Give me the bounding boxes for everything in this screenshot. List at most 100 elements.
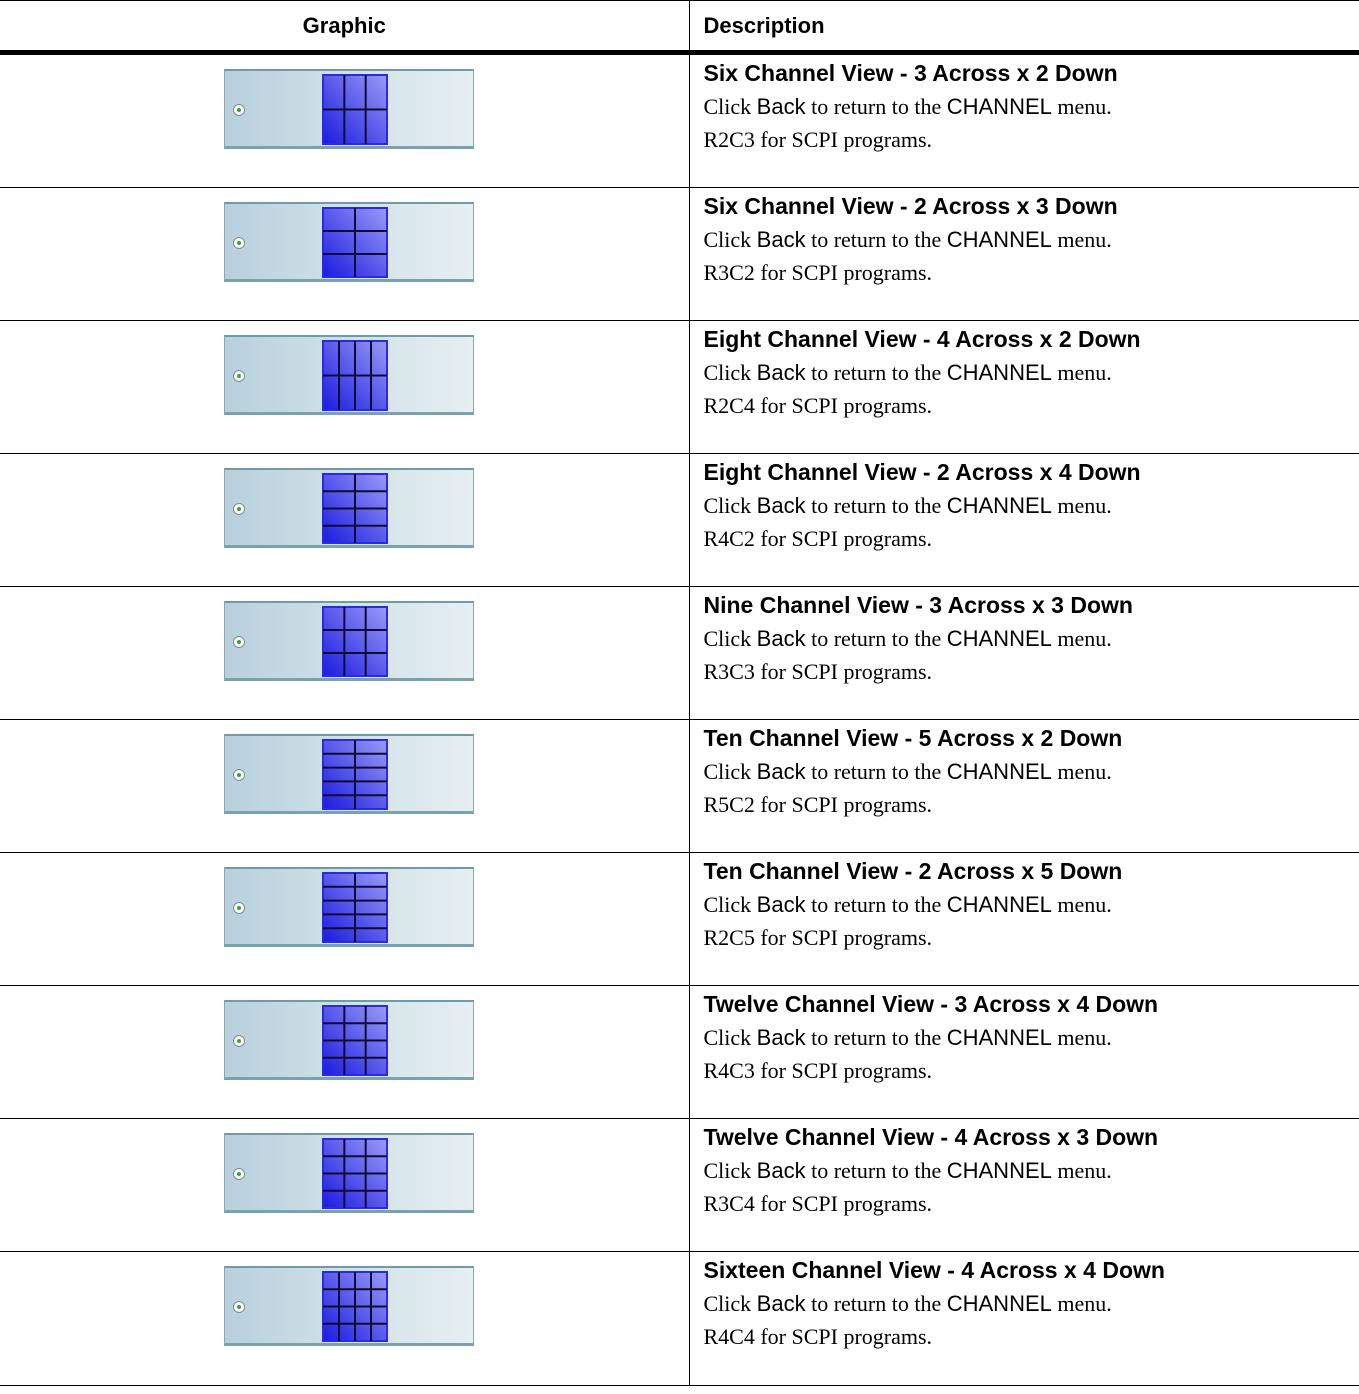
graphic-cell — [0, 320, 690, 454]
click-text: Click — [703, 360, 752, 385]
table-row: Six Channel View - 2 Across x 3 Down Clic… — [0, 187, 1359, 321]
back-instruction: Click Back to return to the CHANNEL menu… — [704, 1154, 1359, 1187]
channel-menu-label: CHANNEL — [946, 1158, 1052, 1183]
channel-grid-icon — [322, 473, 388, 544]
graphic-cell — [0, 1251, 690, 1386]
back-instruction: Click Back to return to the CHANNEL menu… — [704, 223, 1359, 256]
channel-grid-icon — [322, 1271, 388, 1342]
channel-grid-icon — [322, 207, 388, 278]
back-button-label: Back — [756, 360, 806, 385]
back-instruction: Click Back to return to the CHANNEL menu… — [704, 1021, 1359, 1054]
click-text: Click — [703, 1158, 752, 1183]
radio-icon — [233, 636, 245, 648]
back-button-label: Back — [756, 626, 806, 651]
click-text: Click — [703, 1025, 752, 1050]
back-button-label: Back — [756, 1158, 806, 1183]
back-instruction: Click Back to return to the CHANNEL menu… — [704, 755, 1359, 788]
menu-text: menu. — [1057, 1291, 1112, 1316]
scpi-note: R2C5 for SCPI programs. — [703, 925, 933, 950]
view-title: Sixteen Channel View - 4 Across x 4 Down — [703, 1257, 1165, 1283]
scpi-note: R5C2 for SCPI programs. — [703, 792, 933, 817]
return-text: to return to the — [811, 360, 942, 385]
scpi-note: R4C3 for SCPI programs. — [703, 1058, 933, 1083]
channel-view-button[interactable] — [224, 1266, 474, 1346]
return-text: to return to the — [811, 1158, 942, 1183]
table-row: Twelve Channel View - 3 Across x 4 Down C… — [0, 985, 1359, 1119]
description-cell: Six Channel View - 3 Across x 2 Down Clic… — [689, 52, 1359, 188]
scpi-note: R4C4 for SCPI programs. — [703, 1324, 933, 1349]
menu-text: menu. — [1057, 493, 1112, 518]
menu-text: menu. — [1057, 360, 1112, 385]
scpi-note: R4C2 for SCPI programs. — [703, 526, 933, 551]
scpi-note: R3C4 for SCPI programs. — [703, 1191, 933, 1216]
channel-view-button[interactable] — [224, 69, 474, 149]
channel-view-button[interactable] — [224, 468, 474, 548]
view-title: Six Channel View - 2 Across x 3 Down — [703, 193, 1118, 219]
table-row: Twelve Channel View - 4 Across x 3 Down C… — [0, 1118, 1359, 1252]
table-row: Sixteen Channel View - 4 Across x 4 Down… — [0, 1251, 1359, 1386]
channel-grid-icon — [322, 1005, 388, 1076]
radio-icon — [233, 104, 245, 116]
click-text: Click — [703, 626, 752, 651]
channel-view-button[interactable] — [224, 601, 474, 681]
channel-menu-label: CHANNEL — [946, 360, 1052, 385]
header-graphic: Graphic — [0, 0, 690, 55]
channel-grid-icon — [322, 606, 388, 677]
back-button-label: Back — [756, 227, 806, 252]
view-title: Eight Channel View - 4 Across x 2 Down — [703, 326, 1141, 352]
graphic-cell — [0, 852, 690, 986]
return-text: to return to the — [811, 493, 942, 518]
scpi-note: R3C2 for SCPI programs. — [703, 260, 933, 285]
channel-view-button[interactable] — [224, 734, 474, 814]
description-cell: Twelve Channel View - 3 Across x 4 Down C… — [689, 985, 1359, 1119]
view-title: Ten Channel View - 2 Across x 5 Down — [703, 858, 1123, 884]
click-text: Click — [703, 892, 752, 917]
back-button-label: Back — [756, 1291, 806, 1316]
back-button-label: Back — [756, 759, 806, 784]
return-text: to return to the — [811, 1291, 942, 1316]
channel-menu-label: CHANNEL — [946, 1291, 1052, 1316]
view-title: Twelve Channel View - 3 Across x 4 Down — [703, 991, 1159, 1017]
menu-text: menu. — [1057, 1025, 1112, 1050]
channel-view-button[interactable] — [224, 202, 474, 282]
click-text: Click — [703, 94, 752, 119]
channel-grid-icon — [322, 739, 388, 810]
channel-menu-label: CHANNEL — [946, 759, 1052, 784]
header-description: Description — [689, 0, 1359, 55]
graphic-cell — [0, 586, 690, 720]
table-row: Eight Channel View - 4 Across x 2 Down Cl… — [0, 320, 1359, 454]
channel-view-button[interactable] — [224, 867, 474, 947]
back-instruction: Click Back to return to the CHANNEL menu… — [704, 489, 1359, 522]
table-row: Nine Channel View - 3 Across x 3 Down Cli… — [0, 586, 1359, 720]
channel-grid-icon — [322, 872, 388, 943]
menu-text: menu. — [1057, 1158, 1112, 1183]
menu-text: menu. — [1057, 626, 1112, 651]
channel-grid-icon — [322, 74, 388, 145]
back-instruction: Click Back to return to the CHANNEL menu… — [704, 1287, 1359, 1320]
graphic-cell — [0, 719, 690, 853]
graphic-cell — [0, 1118, 690, 1252]
description-cell: Eight Channel View - 4 Across x 2 Down Cl… — [689, 320, 1359, 454]
click-text: Click — [703, 1291, 752, 1316]
channel-view-button[interactable] — [224, 1000, 474, 1080]
scpi-note: R2C4 for SCPI programs. — [703, 393, 933, 418]
menu-text: menu. — [1057, 94, 1112, 119]
description-cell: Eight Channel View - 2 Across x 4 Down Cl… — [689, 453, 1359, 587]
back-button-label: Back — [756, 1025, 806, 1050]
table-row: Ten Channel View - 2 Across x 5 Down Clic… — [0, 852, 1359, 986]
channel-view-button[interactable] — [224, 335, 474, 415]
table-row: Six Channel View - 3 Across x 2 Down Clic… — [0, 52, 1359, 188]
channel-menu-label: CHANNEL — [946, 94, 1052, 119]
scpi-note: R3C3 for SCPI programs. — [703, 659, 933, 684]
click-text: Click — [703, 493, 752, 518]
back-instruction: Click Back to return to the CHANNEL menu… — [704, 356, 1359, 389]
view-title: Ten Channel View - 5 Across x 2 Down — [703, 725, 1123, 751]
return-text: to return to the — [811, 626, 942, 651]
channel-menu-label: CHANNEL — [946, 1025, 1052, 1050]
channel-view-button[interactable] — [224, 1133, 474, 1213]
back-instruction: Click Back to return to the CHANNEL menu… — [704, 90, 1359, 123]
table-row: Ten Channel View - 5 Across x 2 Down Clic… — [0, 719, 1359, 853]
table-header-row: Graphic Description — [0, 0, 1359, 55]
back-instruction: Click Back to return to the CHANNEL menu… — [704, 888, 1359, 921]
